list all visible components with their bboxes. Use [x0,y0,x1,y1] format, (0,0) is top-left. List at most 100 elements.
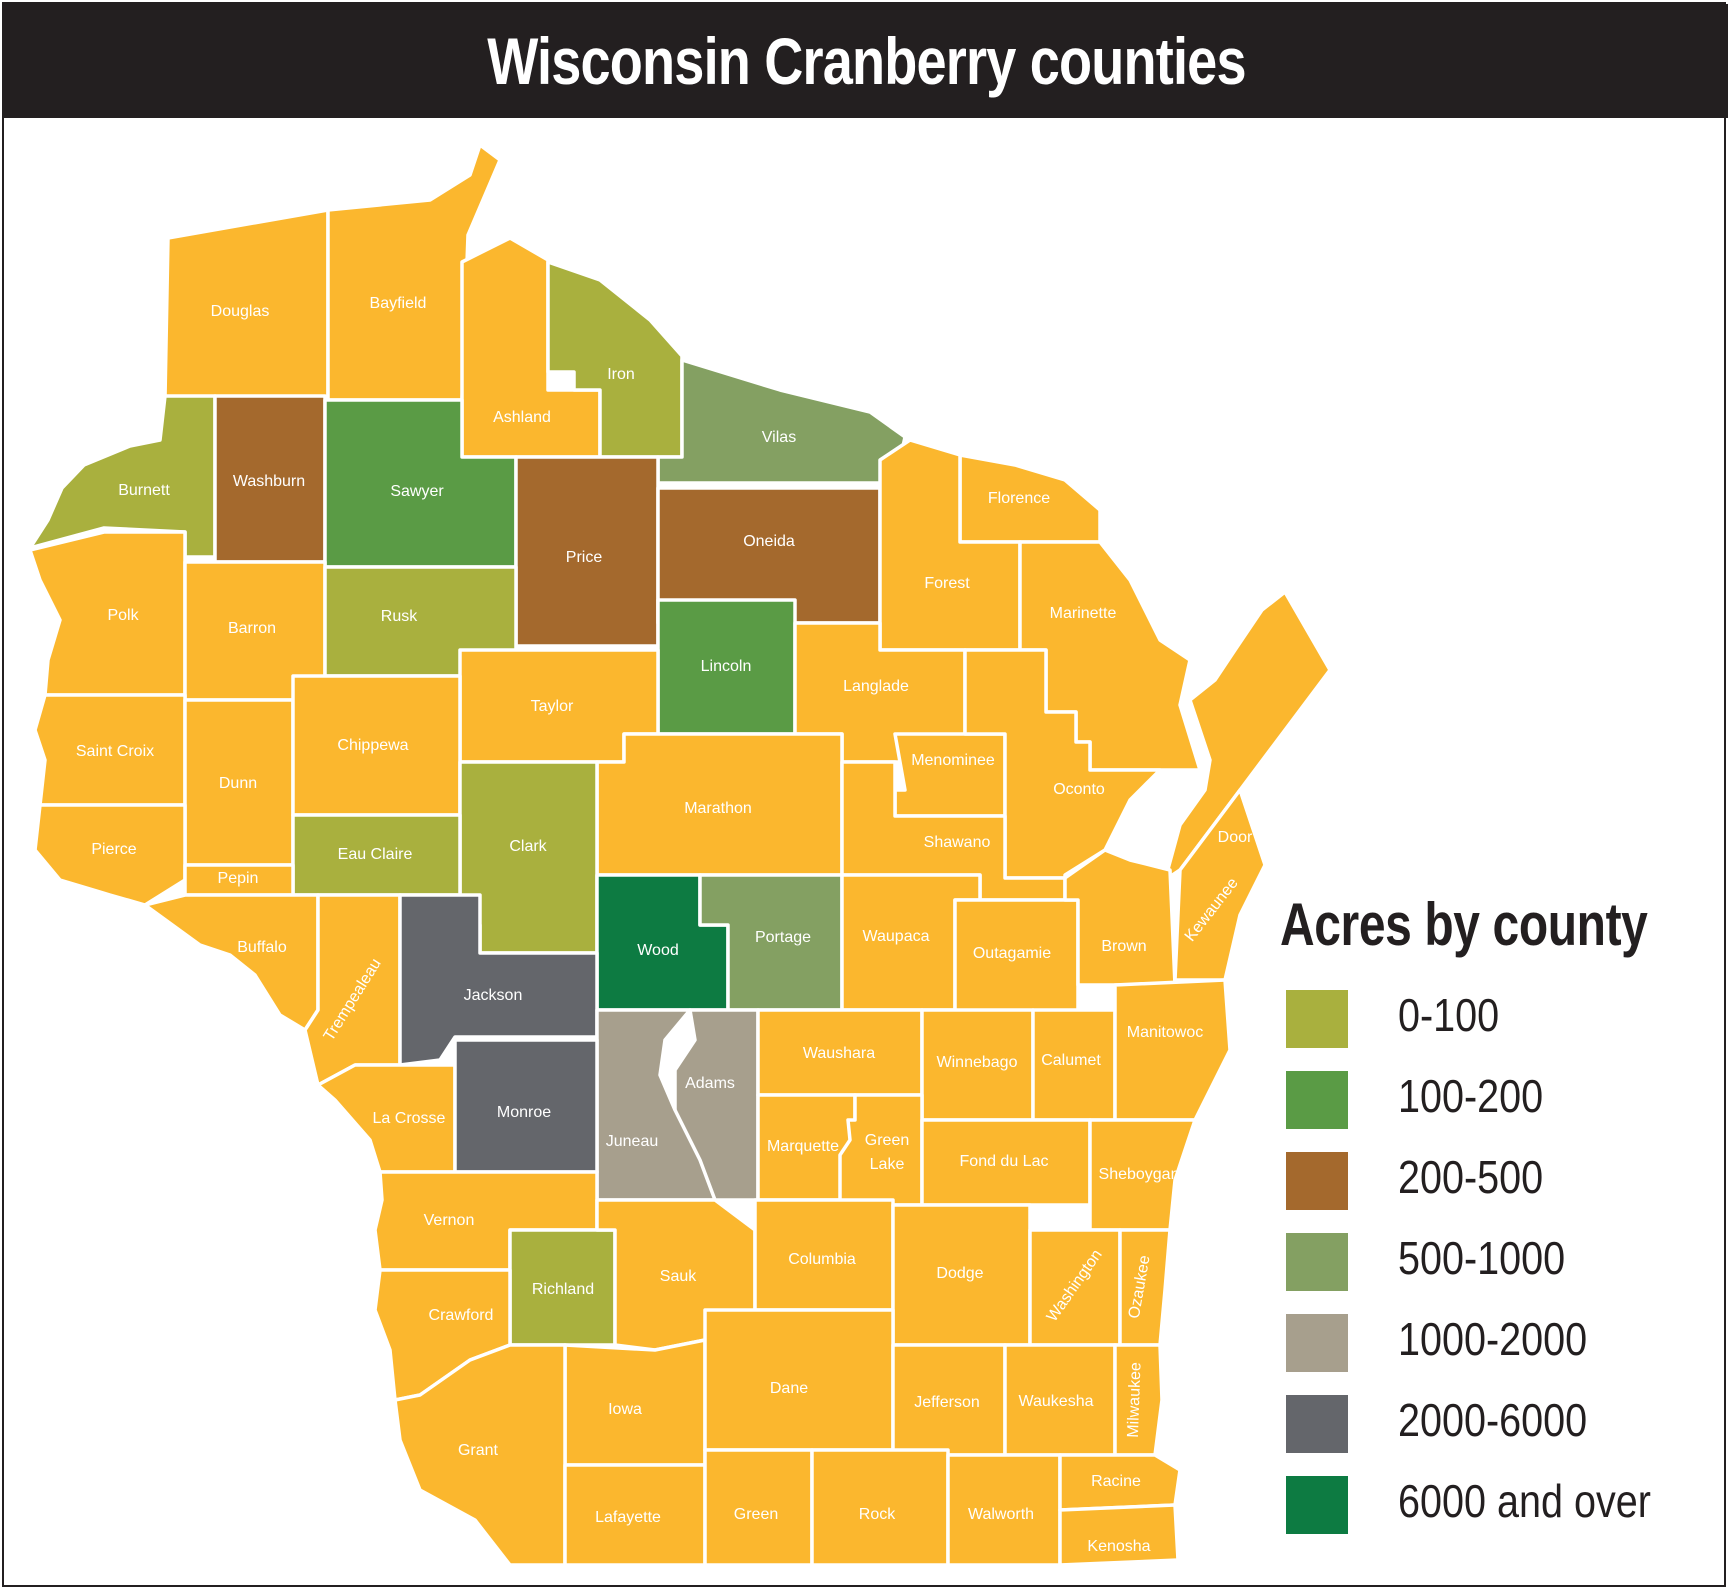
label-douglas: Douglas [211,303,270,320]
map-title: Wisconsin Cranberry counties [486,24,1246,98]
county-racine[interactable] [1058,1453,1182,1512]
label-oneida: Oneida [743,533,795,550]
label-milwaukee: Milwaukee [1125,1362,1145,1438]
label-eau-claire: Eau Claire [338,846,413,863]
label-vilas: Vilas [762,429,796,446]
label-waushara: Waushara [803,1045,875,1062]
label-chippewa: Chippewa [337,737,408,754]
label-ashland: Ashland [493,409,551,426]
label-crawford: Crawford [429,1307,494,1324]
label-richland: Richland [532,1281,594,1298]
legend-label: 6000 and over [1398,1475,1651,1527]
county-vilas[interactable] [656,358,907,485]
label-barron: Barron [228,620,276,637]
label-menominee: Menominee [911,752,995,769]
legend-swatch [1286,990,1348,1048]
label-fond-du-lac: Fond du Lac [960,1153,1049,1170]
label-iron: Iron [607,366,635,383]
label-sheboygan: Sheboygan [1099,1166,1180,1183]
label-marathon: Marathon [684,800,752,817]
label-la-crosse: La Crosse [373,1110,446,1127]
county-milwaukee[interactable] [1113,1343,1164,1457]
legend-label: 1000-2000 [1398,1313,1588,1365]
label-rock: Rock [859,1506,896,1523]
label-taylor: Taylor [531,698,574,715]
label-marquette: Marquette [767,1138,839,1155]
legend-title: Acres by county [1280,891,1648,958]
legend-swatch [1286,1071,1348,1129]
county-menominee[interactable] [893,732,1007,818]
label-buffalo: Buffalo [237,939,287,956]
county-buffalo[interactable] [143,893,320,1032]
legend: Acres by county 0-100 100-200 200-500 50… [1270,890,1710,1540]
label-grant: Grant [458,1442,499,1459]
label-florence: Florence [988,490,1050,507]
label-shawano: Shawano [924,834,991,851]
label-dodge: Dodge [936,1265,983,1282]
label-calumet: Calumet [1041,1052,1101,1069]
label-kenosha: Kenosha [1087,1538,1150,1555]
legend-label: 100-200 [1398,1070,1544,1122]
label-clark: Clark [509,838,547,855]
counties-layer [28,143,1332,1567]
legend-swatch [1286,1395,1348,1453]
county-kenosha[interactable] [1058,1503,1180,1567]
label-jefferson: Jefferson [914,1394,980,1411]
legend-label: 500-1000 [1398,1232,1566,1284]
label-price: Price [566,549,603,566]
label-pierce: Pierce [91,841,136,858]
label-dunn: Dunn [219,775,257,792]
label-adams: Adams [685,1075,735,1092]
label-winnebago: Winnebago [937,1054,1018,1071]
label-polk: Polk [107,607,139,624]
label-green: Green [734,1506,778,1523]
label-waupaca: Waupaca [863,928,930,945]
label-lafayette: Lafayette [595,1509,661,1526]
label-forest: Forest [924,575,970,592]
legend-label: 200-500 [1398,1151,1544,1203]
county-sheboygan[interactable] [1088,1118,1197,1232]
label-waukesha: Waukesha [1019,1393,1094,1410]
county-kewaunee[interactable] [1173,788,1267,982]
label-sawyer: Sawyer [390,483,444,500]
label-manitowoc: Manitowoc [1127,1024,1203,1041]
label-green-lake-line1: Green [865,1132,909,1149]
label-rusk: Rusk [381,608,418,625]
label-walworth: Walworth [968,1506,1034,1523]
label-racine: Racine [1091,1473,1141,1490]
label-door: Door [1218,829,1253,846]
legend-swatch [1286,1314,1348,1372]
label-langlade: Langlade [843,678,909,695]
label-monroe: Monroe [497,1104,551,1121]
county-oconto[interactable] [963,648,1162,880]
label-dane: Dane [770,1380,808,1397]
legend-label: 2000-6000 [1398,1394,1588,1446]
label-burnett: Burnett [118,482,170,499]
label-jackson: Jackson [464,987,523,1004]
label-saint-croix: Saint Croix [76,743,154,760]
label-wood: Wood [637,942,679,959]
county-labels: Douglas Bayfield Ashland Iron Vilas Burn… [76,295,1253,1555]
county-ozaukee[interactable] [1118,1228,1172,1347]
label-portage: Portage [755,929,811,946]
county-pierce[interactable] [33,803,187,907]
legend-label: 0-100 [1398,989,1500,1041]
label-outagamie: Outagamie [973,945,1051,962]
label-brown: Brown [1101,938,1146,955]
label-washburn: Washburn [233,473,305,490]
label-juneau: Juneau [606,1133,659,1150]
label-sauk: Sauk [660,1268,697,1285]
label-columbia: Columbia [788,1251,856,1268]
title-bar: Wisconsin Cranberry counties [4,4,1728,118]
label-green-lake-line2: Lake [870,1156,905,1173]
label-bayfield: Bayfield [370,295,427,312]
legend-swatch [1286,1152,1348,1210]
label-lincoln: Lincoln [701,658,752,675]
label-oconto: Oconto [1053,781,1105,798]
legend-swatch [1286,1233,1348,1291]
county-brown[interactable] [1063,848,1177,987]
county-manitowoc[interactable] [1113,978,1232,1122]
label-vernon: Vernon [424,1212,475,1229]
